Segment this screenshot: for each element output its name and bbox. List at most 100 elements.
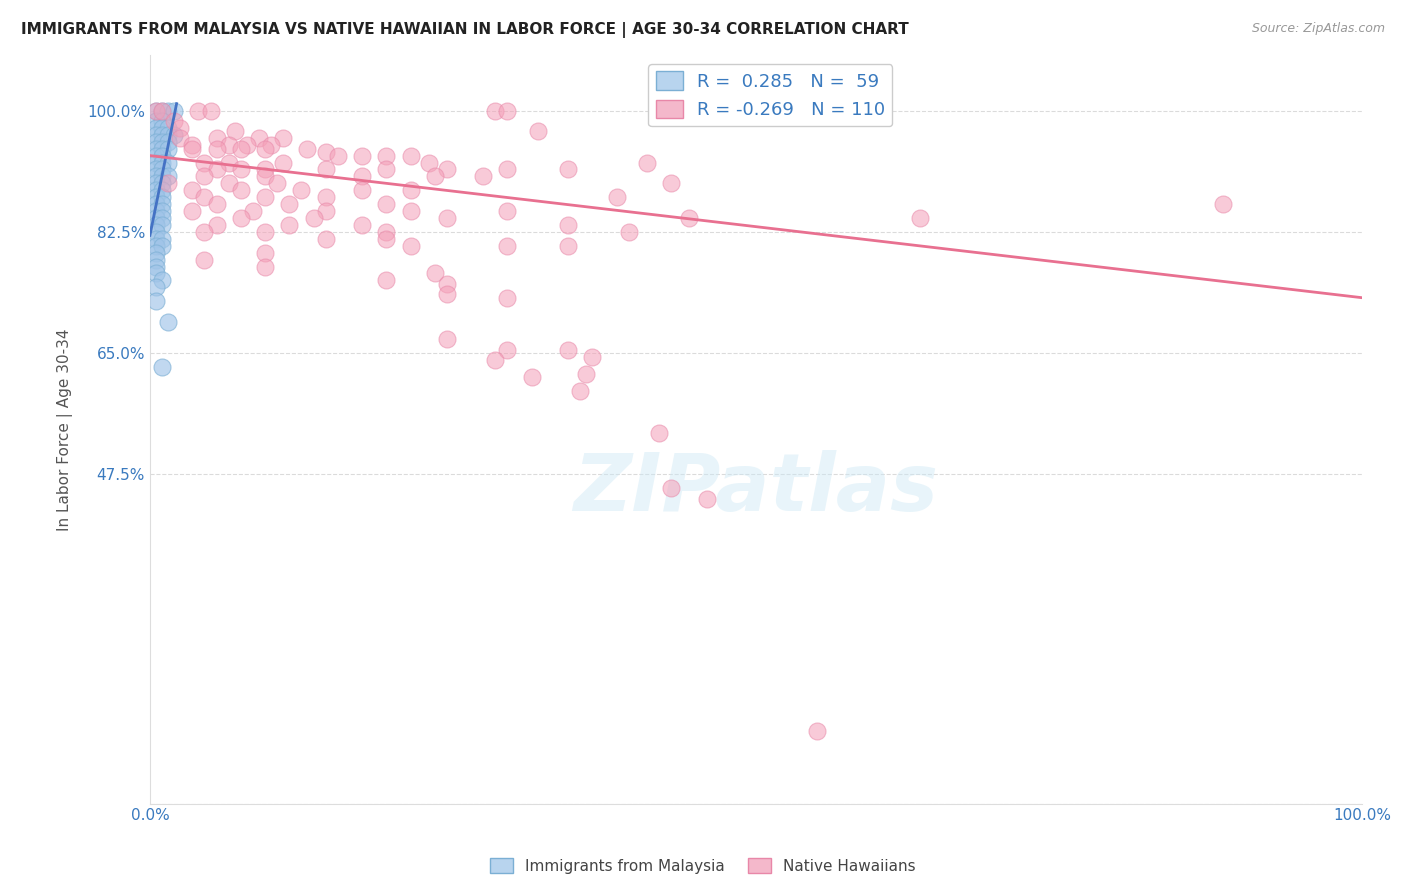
Text: ZIPatlas: ZIPatlas xyxy=(574,450,938,528)
Point xyxy=(375,148,398,162)
Point xyxy=(145,128,167,142)
Point xyxy=(145,162,167,177)
Point xyxy=(150,232,173,246)
Point xyxy=(150,114,173,128)
Point xyxy=(659,481,682,495)
Point xyxy=(496,291,519,305)
Point xyxy=(315,232,337,246)
Point xyxy=(145,211,167,225)
Point xyxy=(696,491,718,506)
Point xyxy=(150,204,173,219)
Point xyxy=(260,138,283,153)
Point xyxy=(157,155,180,169)
Point xyxy=(193,169,215,184)
Point xyxy=(205,131,228,145)
Point xyxy=(229,142,252,156)
Point xyxy=(200,103,222,118)
Point xyxy=(581,350,603,364)
Point xyxy=(315,204,337,219)
Point xyxy=(350,183,373,197)
Point xyxy=(290,183,312,197)
Point xyxy=(375,225,398,239)
Point xyxy=(399,148,422,162)
Point xyxy=(569,384,592,399)
Point xyxy=(150,183,173,197)
Point xyxy=(302,211,325,225)
Point xyxy=(278,197,301,211)
Point xyxy=(908,211,931,225)
Point xyxy=(496,162,519,177)
Point xyxy=(436,287,458,301)
Point xyxy=(145,294,167,309)
Point xyxy=(169,131,191,145)
Point xyxy=(278,218,301,232)
Point xyxy=(150,103,173,118)
Point xyxy=(145,204,167,219)
Point xyxy=(436,162,458,177)
Point xyxy=(157,177,180,191)
Point xyxy=(150,211,173,225)
Point xyxy=(254,190,277,204)
Point xyxy=(375,232,398,246)
Point xyxy=(496,103,519,118)
Point xyxy=(145,142,167,156)
Point xyxy=(181,138,204,153)
Point xyxy=(181,183,204,197)
Point xyxy=(271,155,294,169)
Point xyxy=(193,252,215,267)
Point xyxy=(163,128,186,142)
Point xyxy=(150,190,173,204)
Point xyxy=(484,353,506,368)
Point xyxy=(436,211,458,225)
Point xyxy=(418,155,440,169)
Point xyxy=(169,120,191,135)
Point xyxy=(557,162,579,177)
Point xyxy=(145,267,167,281)
Point xyxy=(350,218,373,232)
Point xyxy=(254,162,277,177)
Point xyxy=(163,114,186,128)
Point xyxy=(242,204,264,219)
Point xyxy=(229,183,252,197)
Point xyxy=(150,142,173,156)
Point xyxy=(399,238,422,252)
Point xyxy=(150,169,173,184)
Point xyxy=(150,120,173,135)
Point xyxy=(254,260,277,274)
Point xyxy=(315,190,337,204)
Point xyxy=(218,177,240,191)
Point xyxy=(254,142,277,156)
Point xyxy=(375,273,398,287)
Point xyxy=(150,177,173,191)
Point xyxy=(247,131,270,145)
Point xyxy=(496,204,519,219)
Point xyxy=(150,238,173,252)
Point xyxy=(150,359,173,374)
Point xyxy=(205,162,228,177)
Point xyxy=(617,225,640,239)
Point xyxy=(145,225,167,239)
Point xyxy=(145,155,167,169)
Point xyxy=(157,142,180,156)
Point xyxy=(145,197,167,211)
Point xyxy=(181,142,204,156)
Point xyxy=(375,197,398,211)
Point xyxy=(648,425,671,440)
Point xyxy=(520,370,543,384)
Point xyxy=(205,218,228,232)
Point xyxy=(659,177,682,191)
Point xyxy=(145,245,167,260)
Point xyxy=(350,169,373,184)
Point xyxy=(145,103,167,118)
Point xyxy=(350,148,373,162)
Point xyxy=(236,138,259,153)
Point xyxy=(484,103,506,118)
Point xyxy=(218,138,240,153)
Point xyxy=(157,315,180,329)
Point xyxy=(218,155,240,169)
Point xyxy=(157,135,180,149)
Point xyxy=(254,225,277,239)
Point xyxy=(315,145,337,160)
Point xyxy=(145,169,167,184)
Point xyxy=(145,260,167,274)
